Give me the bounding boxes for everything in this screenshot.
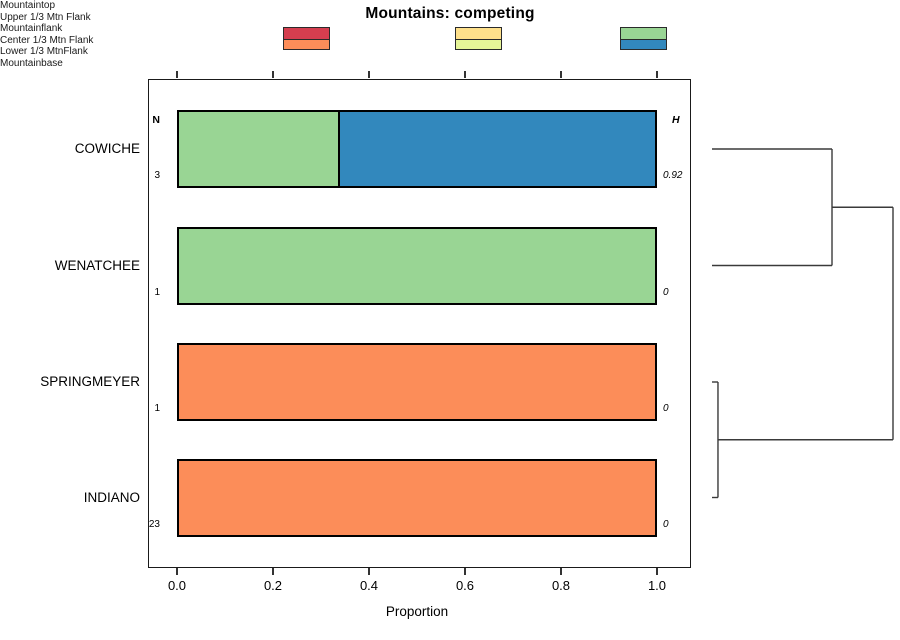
n-value: 1: [154, 286, 160, 298]
legend-swatch: [620, 27, 667, 50]
n-column-header: N: [152, 114, 160, 126]
row-label-wenatchee: WENATCHEE: [54, 257, 140, 273]
bar-cowiche: [177, 110, 657, 188]
row-label-indiano: INDIANO: [83, 489, 140, 505]
x-axis-tick-top: [176, 71, 178, 78]
bar-springmeyer: [177, 343, 657, 421]
legend-label: Upper 1/3 Mtn Flank: [0, 11, 91, 23]
legend-label: Center 1/3 Mtn Flank: [0, 34, 94, 46]
legend-swatch-mountainbase: [621, 38, 666, 49]
legend-label: Lower 1/3 MtnFlank: [0, 46, 88, 57]
legend-swatch: [283, 27, 330, 50]
legend-label: Mountaintop: [0, 0, 56, 11]
x-axis-tick-top: [560, 71, 562, 78]
n-value: 1: [154, 403, 160, 414]
bar-segment-upper-1-3-mtn-flank: [179, 345, 655, 419]
legend-labels: Mountaintop Upper 1/3 Mtn Flank: [0, 0, 900, 23]
x-axis-tick-bottom: [464, 568, 466, 575]
legend-label: Mountainflank: [0, 23, 63, 34]
x-axis-tick-bottom: [560, 568, 562, 575]
x-axis-tick-label: 1.0: [647, 578, 667, 593]
x-axis-label: Proportion: [385, 604, 449, 619]
h-value: 0: [663, 403, 669, 414]
bar-segment-lower-1-3-mtnflank: [179, 228, 655, 303]
n-value: 23: [148, 518, 160, 530]
row-label-springmeyer: SPRINGMEYER: [40, 374, 140, 389]
x-axis-tick-bottom: [176, 568, 178, 575]
h-value: 0: [663, 286, 669, 298]
legend-swatch-upper-1-3-mtn-flank: [284, 38, 329, 49]
x-axis-tick-top: [464, 71, 466, 78]
x-axis-tick-bottom: [368, 568, 370, 575]
x-axis-tick-top: [272, 71, 274, 78]
n-value: 3: [154, 170, 160, 181]
bar-segment-upper-1-3-mtn-flank: [179, 460, 655, 535]
h-column-header: H: [672, 114, 680, 126]
legend-swatch-lower-1-3-mtnflank: [621, 28, 666, 39]
legend-swatch: [455, 27, 502, 50]
x-axis-tick-top: [656, 71, 658, 78]
h-value: 0: [663, 518, 669, 530]
bar-segment-lower-1-3-mtnflank: [179, 112, 338, 186]
chart-title: Mountains: competing: [365, 5, 535, 22]
row-label-cowiche: COWICHE: [74, 141, 140, 156]
x-axis-tick-label: 0.0: [167, 578, 187, 593]
bar-indiano: [177, 458, 657, 537]
legend-labels: Lower 1/3 MtnFlank Mountainbase: [0, 46, 900, 69]
legend-swatch-mountaintop: [284, 28, 329, 39]
bar-wenatchee: [177, 226, 657, 305]
bar-segment-mountainbase: [337, 112, 655, 186]
legend-swatch-center-1-3-mtn-flank: [456, 38, 501, 49]
legend-label: Mountainbase: [0, 57, 63, 69]
x-axis-tick-bottom: [656, 568, 658, 575]
legend-labels: Mountainflank Center 1/3 Mtn Flank: [0, 23, 900, 46]
x-axis-tick-label: 0.6: [455, 578, 475, 593]
x-axis-tick-label: 0.2: [263, 578, 283, 593]
x-axis-tick-label: 0.8: [551, 578, 571, 593]
legend-swatch-mountainflank: [456, 28, 501, 39]
h-value: 0.92: [663, 170, 683, 181]
x-axis-tick-bottom: [272, 568, 274, 575]
x-axis-tick-label: 0.4: [359, 578, 379, 593]
x-axis-tick-top: [368, 71, 370, 78]
